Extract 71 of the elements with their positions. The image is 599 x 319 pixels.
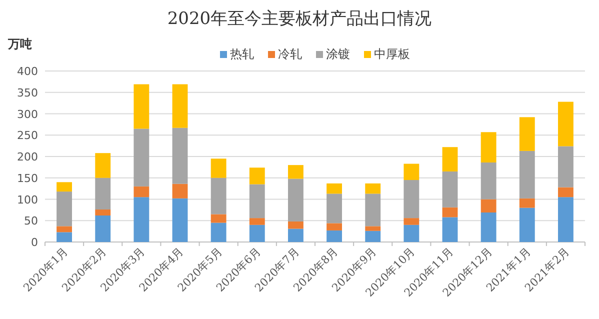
bar: [249, 224, 265, 242]
bar: [442, 207, 458, 218]
bar: [519, 150, 535, 198]
bar: [404, 180, 420, 218]
bar: [519, 198, 535, 208]
bar: [210, 214, 226, 223]
bar: [326, 230, 342, 242]
chart-title: 2020年至今主要板材产品出口情况: [167, 9, 432, 29]
y-axis-title: 万吨: [7, 37, 32, 51]
bar: [172, 128, 188, 184]
legend-label: 冷轧: [278, 47, 302, 61]
bar: [558, 146, 574, 188]
bar: [365, 183, 381, 194]
bar: [288, 165, 304, 179]
bar: [249, 184, 265, 218]
y-tick-label: 400: [17, 65, 38, 78]
bar: [210, 222, 226, 242]
bar: [519, 117, 535, 151]
bar: [172, 184, 188, 198]
bar: [442, 171, 458, 208]
bar: [56, 226, 72, 232]
bar: [134, 128, 150, 186]
bar: [288, 228, 304, 242]
bar: [326, 194, 342, 224]
bar: [480, 199, 496, 213]
y-tick-label: 350: [17, 86, 38, 100]
bar: [95, 215, 111, 242]
bar: [56, 192, 72, 226]
bar: [442, 147, 458, 172]
bar: [326, 183, 342, 194]
y-tick-label: 0: [31, 236, 38, 249]
bar: [56, 182, 72, 192]
y-tick-label: 150: [17, 172, 38, 185]
bar: [172, 198, 188, 242]
bar: [288, 178, 304, 222]
legend-label: 涂镀: [326, 47, 350, 61]
bar: [558, 187, 574, 198]
y-tick-label: 50: [24, 214, 38, 228]
bar: [326, 223, 342, 230]
bar: [95, 210, 111, 216]
bar: [249, 218, 265, 225]
bar: [480, 212, 496, 242]
bar: [558, 102, 574, 146]
bar: [288, 221, 304, 229]
bar: [404, 218, 420, 225]
bar: [519, 208, 535, 242]
bar: [210, 178, 226, 214]
bar: [404, 224, 420, 242]
bar: [95, 178, 111, 210]
bar: [558, 197, 574, 242]
bar: [365, 226, 381, 231]
bar: [172, 84, 188, 128]
bar: [95, 153, 111, 178]
bar: [134, 84, 150, 129]
bar: [365, 194, 381, 226]
y-tick-label: 250: [17, 129, 38, 142]
bar: [210, 158, 226, 178]
bar: [404, 164, 420, 180]
bar: [56, 232, 72, 242]
y-tick-label: 300: [17, 108, 38, 121]
bar: [134, 197, 150, 242]
bar: [480, 132, 496, 162]
legend-label: 中厚板: [374, 47, 410, 61]
bar: [365, 230, 381, 242]
y-tick-label: 100: [17, 193, 38, 206]
bar: [249, 168, 265, 184]
bar: [480, 162, 496, 200]
bar: [442, 217, 458, 242]
y-tick-label: 200: [17, 150, 38, 164]
bar: [134, 186, 150, 198]
legend-label: 热轧: [230, 47, 254, 61]
